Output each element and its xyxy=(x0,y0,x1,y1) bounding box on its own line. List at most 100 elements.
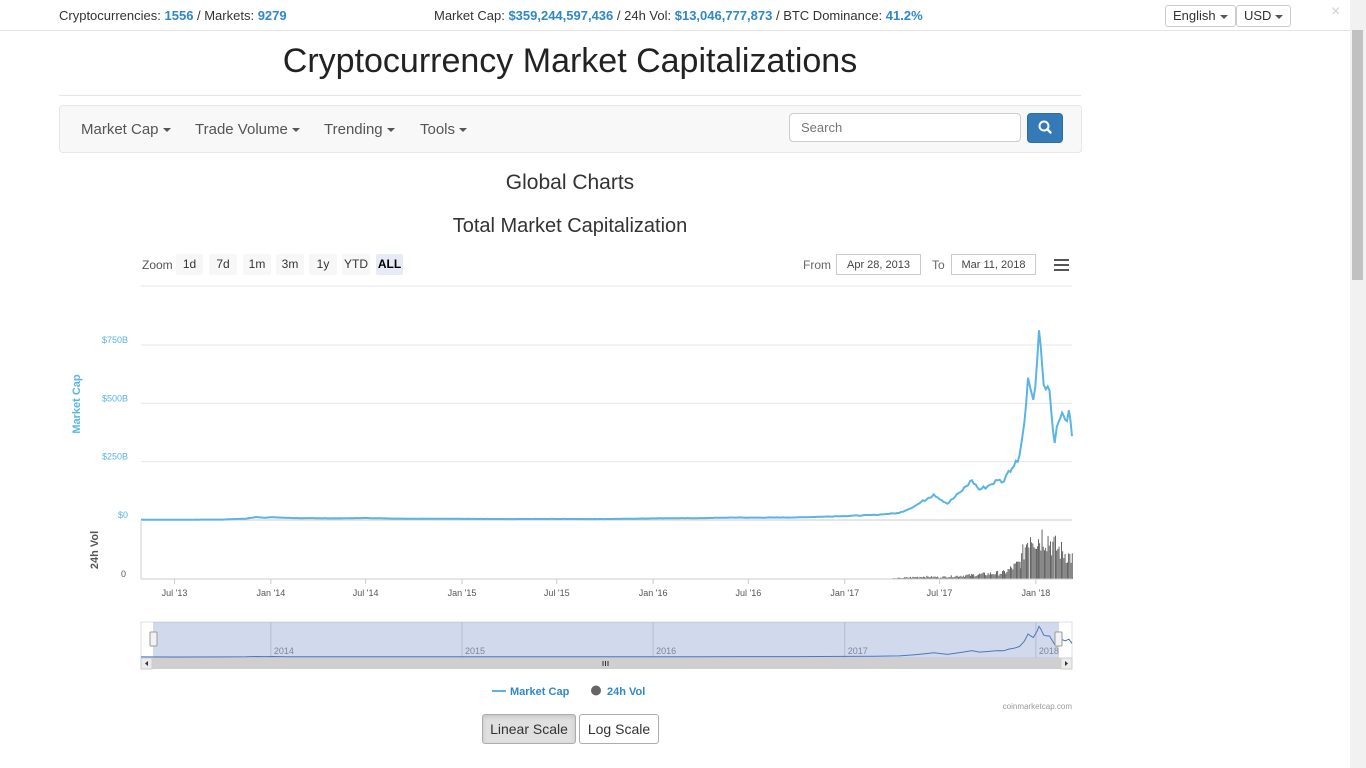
volume-bar xyxy=(1055,535,1056,579)
market-cap-label: Market Cap: xyxy=(434,8,505,23)
hamburger-menu-icon[interactable] xyxy=(1054,258,1070,272)
legend-market-cap-label: Market Cap xyxy=(510,686,570,698)
volume-bar xyxy=(1067,562,1068,579)
nav-trending-dropdown[interactable]: Trending xyxy=(324,121,395,138)
legend-24h-vol[interactable]: 24h Vol xyxy=(591,685,645,699)
markets-count-link[interactable]: 9279 xyxy=(257,8,287,23)
search-input[interactable] xyxy=(789,113,1021,142)
volume-bar xyxy=(950,575,952,579)
volume-bar xyxy=(987,573,989,579)
y-axis-ticks: $0 $250B $500B $750B xyxy=(102,335,128,520)
cryptocurrencies-count-link[interactable]: 1556 xyxy=(164,8,194,23)
navigator-year-label: 2014 xyxy=(274,646,294,656)
global-stats-bar: Cryptocurrencies: 1556 / Markets: 9279 M… xyxy=(0,0,1366,31)
zoom-7d-button[interactable]: 7d xyxy=(209,254,237,275)
volume-bar xyxy=(1071,553,1073,579)
chevron-down-icon xyxy=(1275,14,1284,19)
x-tick-label: Jan '14 xyxy=(256,588,285,598)
from-date-input[interactable] xyxy=(836,254,921,275)
zoom-3m-button[interactable]: 3m xyxy=(276,254,304,275)
chart-credits-link[interactable]: coinmarketcap.com xyxy=(1003,702,1073,711)
nav-trending-label: Trending xyxy=(324,121,383,138)
log-scale-button[interactable]: Log Scale xyxy=(579,714,659,744)
volume-bar xyxy=(1022,544,1024,579)
volume-bar xyxy=(923,576,925,579)
language-dropdown[interactable]: English xyxy=(1165,5,1236,27)
y-tick-label: $500B xyxy=(102,393,128,403)
btc-dominance-value-link[interactable]: 41.2% xyxy=(885,8,923,23)
chevron-down-icon xyxy=(386,128,395,133)
zoom-ytd-button[interactable]: YTD xyxy=(342,254,370,275)
volume-bar xyxy=(1036,548,1037,579)
volume-bar xyxy=(961,576,963,579)
search-button[interactable] xyxy=(1027,113,1063,143)
volume-bar xyxy=(898,577,899,579)
y-axis-label-market-cap: Market Cap xyxy=(71,374,83,434)
language-value: English xyxy=(1173,8,1216,23)
volume-bar xyxy=(990,572,991,579)
zoom-1y-button[interactable]: 1y xyxy=(309,254,337,275)
volume-bar xyxy=(962,575,964,579)
to-date-input[interactable] xyxy=(951,254,1036,275)
volume-bar xyxy=(913,577,915,579)
volume-bar xyxy=(1032,543,1034,579)
volume-bar xyxy=(1042,546,1044,579)
navigator-selection-mask[interactable] xyxy=(153,622,1059,658)
nav-tools-label: Tools xyxy=(420,121,456,138)
currency-dropdown[interactable]: USD xyxy=(1236,5,1292,27)
navigator-year-label: 2017 xyxy=(848,646,868,656)
volume-bar xyxy=(1018,561,1020,579)
nav-tools-dropdown[interactable]: Tools xyxy=(420,121,468,138)
volume-bar xyxy=(1002,571,1003,579)
scroll-left-arrow-icon xyxy=(145,661,148,666)
btc-dominance-label: / BTC Dominance: xyxy=(775,8,883,23)
volume-bar xyxy=(959,576,961,579)
nav-market-cap-dropdown[interactable]: Market Cap xyxy=(81,121,171,138)
volume-bar xyxy=(896,577,898,579)
navigator-right-handle[interactable] xyxy=(1054,631,1063,647)
volume-bar xyxy=(931,576,933,579)
vol-value-link[interactable]: $13,046,777,873 xyxy=(674,8,773,23)
volume-bar xyxy=(948,577,950,579)
volume-bar xyxy=(1016,561,1017,579)
volume-bar xyxy=(1053,536,1055,579)
volume-bar xyxy=(1062,551,1064,579)
navigator-year-labels: 2014 2015 2016 2017 2018 xyxy=(270,622,1059,658)
zoom-all-button[interactable]: ALL xyxy=(376,254,403,275)
from-label: From xyxy=(803,258,831,272)
volume-bar xyxy=(925,577,927,579)
navigator-year-label: 2015 xyxy=(465,646,485,656)
volume-bar xyxy=(1027,542,1029,579)
volume-bar xyxy=(996,571,997,579)
zoom-1m-button[interactable]: 1m xyxy=(243,254,271,275)
volume-bar xyxy=(902,577,904,579)
currency-value: USD xyxy=(1244,8,1272,23)
zoom-1d-button[interactable]: 1d xyxy=(176,254,203,275)
market-cap-value-link[interactable]: $359,244,597,436 xyxy=(508,8,614,23)
chart-title: Total Market Capitalization xyxy=(452,215,688,237)
x-tick-label: Jul '15 xyxy=(544,588,570,598)
x-axis-ticks: Jul '13 Jan '14 Jul '14 Jan '15 Jul '15 Jan '… xyxy=(162,579,1050,598)
scrollbar-thumb[interactable] xyxy=(1352,30,1363,280)
close-icon[interactable]: × xyxy=(1331,3,1341,20)
volume-bar xyxy=(998,575,1000,579)
volume-bar xyxy=(946,577,947,579)
volume-bar xyxy=(1034,548,1036,579)
volume-bar xyxy=(1020,568,1021,579)
y-tick-label: $750B xyxy=(102,335,128,345)
volume-bar xyxy=(978,574,979,579)
navigator-scrollbar-thumb[interactable] xyxy=(152,658,1062,669)
volume-bar xyxy=(953,577,955,579)
volume-bar xyxy=(952,577,953,579)
volume-bar xyxy=(1052,541,1054,579)
volume-bar xyxy=(1012,569,1014,579)
legend-market-cap[interactable]: Market Cap xyxy=(492,686,570,698)
nav-trade-volume-dropdown[interactable]: Trade Volume xyxy=(195,121,300,138)
volume-bar xyxy=(1003,570,1005,579)
volume-bar xyxy=(967,574,969,579)
page-scrollbar[interactable] xyxy=(1350,0,1366,768)
scrollbar-grip-icon xyxy=(602,661,609,666)
navigator-left-handle[interactable] xyxy=(149,631,158,647)
linear-scale-button[interactable]: Linear Scale xyxy=(482,714,576,744)
to-label: To xyxy=(932,258,945,272)
